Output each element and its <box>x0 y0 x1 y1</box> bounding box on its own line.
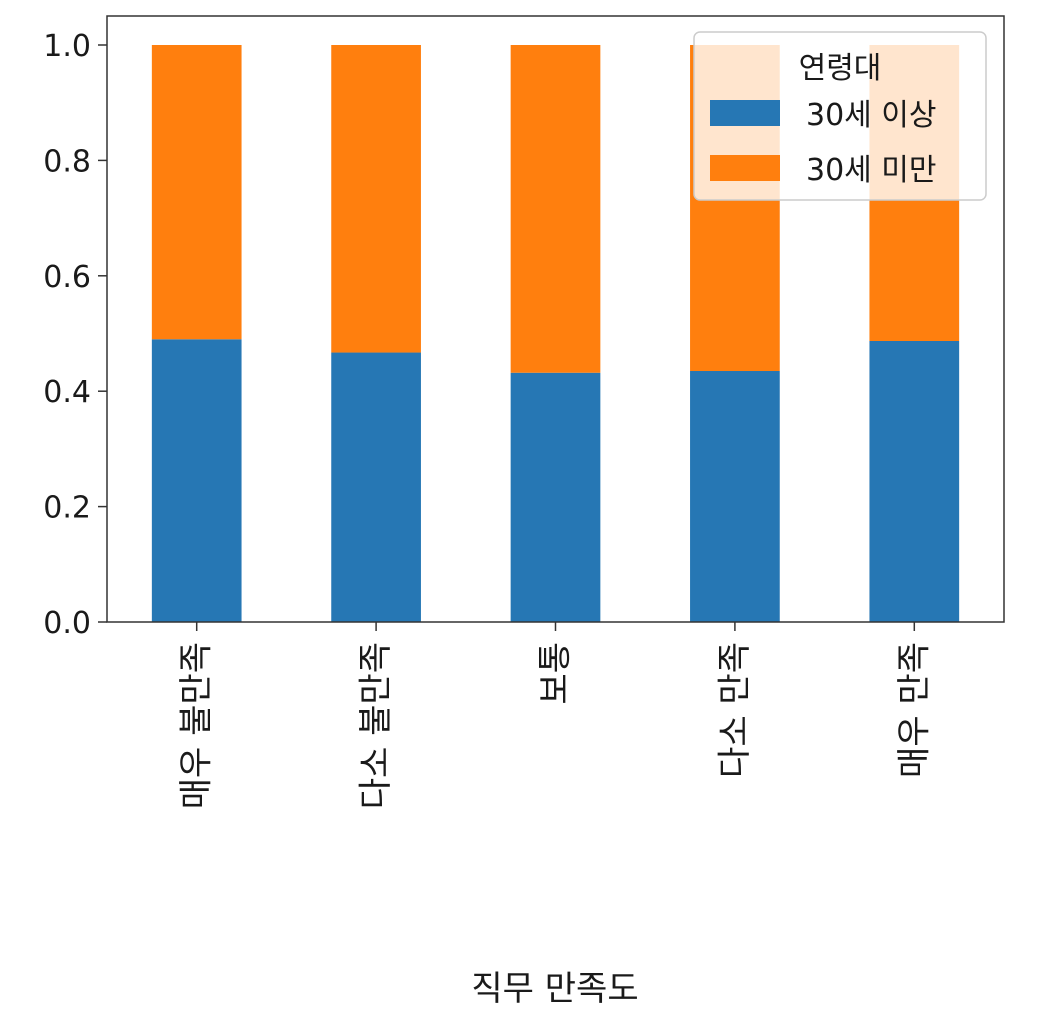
x-tick-label: 다소 만족 <box>715 642 755 778</box>
legend: 연령대 30세 이상 30세 미만 <box>693 31 987 201</box>
bars-layer <box>151 45 960 622</box>
legend-entry: 30세 미만 <box>806 153 937 188</box>
y-tick-label: 0.0 <box>43 606 91 641</box>
y-tick-label: 0.6 <box>43 260 91 295</box>
bar-segment <box>151 339 242 622</box>
bar-segment <box>151 45 242 340</box>
y-axis: 0.0 0.2 0.4 0.6 0.8 1.0 <box>43 29 107 641</box>
x-axis-label: 직무 만족도 <box>471 969 638 1009</box>
x-tick-label: 매우 만족 <box>894 642 934 778</box>
x-tick-label: 보통 <box>536 642 576 705</box>
legend-swatch <box>710 100 780 126</box>
bar-segment <box>510 45 601 373</box>
legend-title: 연령대 <box>799 51 882 86</box>
y-tick-label: 0.2 <box>43 491 91 526</box>
y-tick-label: 0.4 <box>43 375 91 410</box>
y-tick-label: 1.0 <box>43 29 91 64</box>
bar-segment <box>869 341 960 622</box>
legend-entry: 30세 이상 <box>806 98 937 133</box>
bar-segment <box>690 371 780 622</box>
x-tick-label: 매우 불만족 <box>177 642 217 809</box>
x-axis: 매우 불만족 다소 불만족 보통 다소 만족 매우 만족 <box>177 622 934 809</box>
legend-swatch <box>710 155 780 181</box>
y-tick-label: 0.8 <box>43 144 91 179</box>
bar-segment <box>331 45 421 353</box>
bar-segment <box>510 372 601 622</box>
x-tick-label: 다소 불만족 <box>356 642 396 809</box>
bar-segment <box>331 352 421 622</box>
